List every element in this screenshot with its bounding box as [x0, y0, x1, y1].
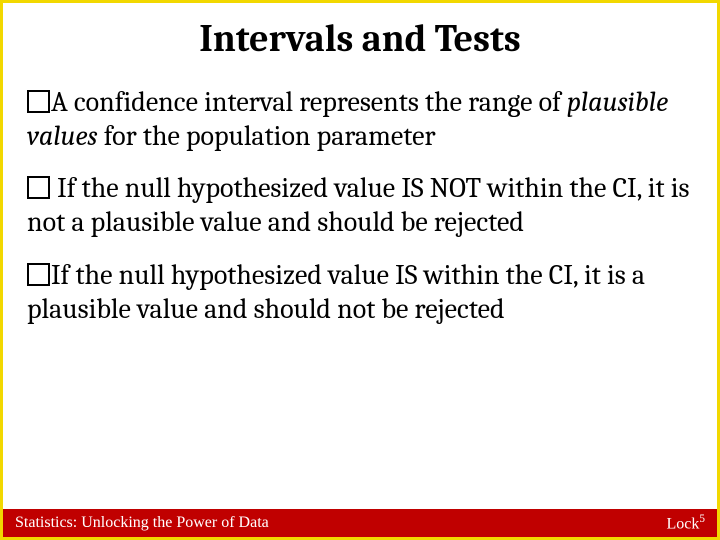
bullet-2: If the null hypothesized value IS NOT wi… [27, 171, 693, 239]
bullet-1-pre: A confidence interval represents the ran… [51, 86, 567, 118]
bullet-1-post: for the population parameter [98, 120, 436, 152]
footer-right-sup: 5 [699, 513, 705, 525]
bullet-3: If the null hypothesized value IS within… [27, 258, 693, 326]
bullet-1: A confidence interval represents the ran… [27, 85, 693, 153]
bullet-2-pre: If the null hypothesized value IS NOT wi… [27, 172, 689, 238]
footer-right-text: Lock5 [667, 513, 705, 533]
bullet-box-icon [27, 263, 50, 286]
bullet-3-pre: If the null hypothesized value IS within… [27, 259, 645, 325]
bullet-box-icon [27, 176, 50, 199]
slide-frame: Intervals and Tests A confidence interva… [0, 0, 720, 540]
footer-left-text: Statistics: Unlocking the Power of Data [15, 514, 269, 532]
bullet-box-icon [27, 90, 50, 113]
slide-body: A confidence interval represents the ran… [3, 67, 717, 509]
slide-title: Intervals and Tests [3, 3, 717, 67]
slide-footer: Statistics: Unlocking the Power of Data … [3, 509, 717, 537]
footer-right-base: Lock [667, 515, 700, 532]
